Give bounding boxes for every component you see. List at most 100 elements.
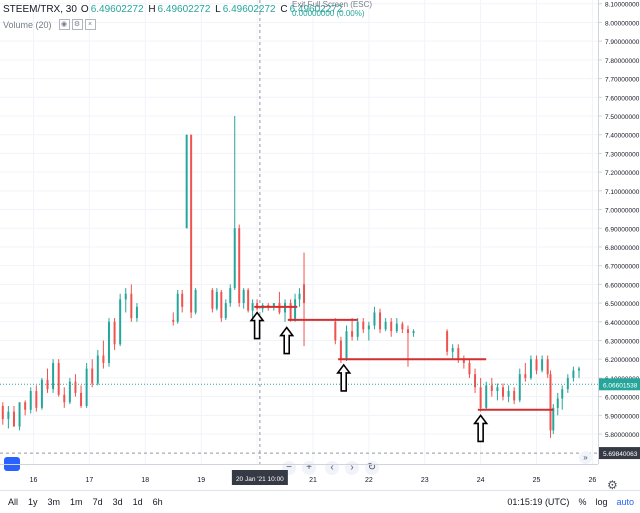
candle (356, 318, 359, 341)
time-tick-label: 18 (141, 477, 149, 484)
candle (40, 377, 43, 410)
candle (130, 284, 133, 322)
candle-body (485, 385, 488, 408)
candle-body (401, 323, 404, 330)
candle-body (351, 331, 354, 337)
date-ranges: All 1y 3m 1m 7d 3d 1d 6h (8, 497, 163, 507)
candle-body (367, 325, 370, 330)
candle-body (552, 407, 555, 431)
candle-body (29, 391, 32, 410)
candle (390, 318, 393, 337)
price-tick-label: 8.10000000 (605, 2, 640, 9)
price-tick-label: 7.80000000 (605, 58, 640, 65)
price-tick-label: 7.50000000 (605, 114, 640, 121)
candle (561, 385, 564, 410)
candle-body (490, 385, 493, 392)
candle-body (561, 389, 564, 399)
scroll-to-realtime-button[interactable]: » (579, 451, 592, 464)
range-1m[interactable]: 1m (70, 497, 83, 507)
range-3m[interactable]: 3m (47, 497, 61, 507)
up-arrow-icon (473, 414, 489, 443)
crosshair-price-tag: 5.69840063 (603, 451, 638, 458)
candle (278, 291, 281, 315)
candle (462, 355, 465, 369)
time-tick-label: 16 (30, 477, 38, 484)
candle-body (356, 321, 359, 337)
candle (566, 374, 569, 393)
percent-toggle[interactable]: % (578, 497, 587, 507)
range-7d[interactable]: 7d (92, 497, 103, 507)
open-value: 6.49602272 (90, 4, 144, 15)
candle-body (107, 321, 110, 363)
candle (289, 299, 292, 322)
candle (572, 366, 575, 382)
candle (384, 318, 387, 332)
settings-icon[interactable]: ⚙ (71, 19, 83, 30)
candle-body (457, 348, 460, 360)
price-tick-label: 8.00000000 (605, 20, 640, 27)
chart-settings-icon[interactable]: ⚙ (607, 478, 618, 492)
candle-body (549, 374, 552, 431)
price-tick-label: 7.10000000 (605, 189, 640, 196)
candle-body (40, 379, 43, 408)
candle (395, 318, 398, 334)
candle-body (384, 321, 387, 330)
candle-body (247, 290, 250, 311)
volume-legend: Volume (20) ◉ ⚙ × (3, 19, 96, 30)
range-1d[interactable]: 1d (132, 497, 143, 507)
low-label: L (215, 4, 221, 15)
candle-body (181, 293, 184, 307)
candle (247, 288, 250, 313)
log-toggle[interactable]: log (595, 497, 608, 507)
candle (412, 329, 415, 337)
candle (107, 318, 110, 367)
price-axis-ticks: 5.800000005.900000006.000000006.10000000… (599, 2, 640, 460)
exit-full-screen[interactable]: Exit Full Screen (ESC) 0.00000000 (0.00%… (292, 0, 373, 18)
candle-body (74, 381, 77, 393)
price-tick-label: 6.40000000 (605, 320, 640, 327)
auto-toggle[interactable]: auto (616, 497, 634, 507)
candle-body (507, 391, 510, 397)
candle (334, 318, 337, 345)
visibility-icon[interactable]: ◉ (58, 19, 70, 30)
time-axis[interactable]: 161718192021222324252620 Jan '21 10:00 » (0, 451, 598, 491)
candle (379, 308, 382, 334)
price-tick-label: 6.20000000 (605, 357, 640, 364)
candle (181, 290, 184, 313)
candle-body (135, 306, 138, 319)
candle-body (390, 321, 393, 332)
candle-body (24, 402, 27, 410)
candle-body (412, 331, 415, 334)
price-tick-label: 7.00000000 (605, 208, 640, 215)
crosshair-time-tag-bg (231, 470, 288, 485)
price-axis[interactable]: 5.800000005.900000006.000000006.10000000… (598, 0, 640, 464)
candle-body (233, 228, 236, 289)
candle-body (229, 288, 232, 304)
candle (68, 377, 71, 405)
candle-body (35, 391, 38, 408)
time-tick-label: 19 (197, 477, 205, 484)
range-6h[interactable]: 6h (152, 497, 163, 507)
price-chart[interactable] (0, 0, 598, 464)
candle (57, 359, 60, 397)
candle (172, 312, 175, 326)
candle (63, 387, 66, 408)
candle (185, 134, 188, 229)
range-1y[interactable]: 1y (28, 497, 38, 507)
candle-body (251, 303, 254, 311)
candle (96, 349, 99, 386)
candle-body (91, 368, 94, 384)
range-3d[interactable]: 3d (112, 497, 123, 507)
candle (74, 374, 77, 397)
candle-body (176, 293, 179, 322)
candle (242, 288, 245, 309)
candle (406, 325, 409, 367)
candle (238, 224, 241, 307)
candle-body (566, 377, 569, 390)
close-icon[interactable]: × (84, 19, 96, 30)
price-tick-label: 7.70000000 (605, 77, 640, 84)
range-All[interactable]: All (8, 497, 19, 507)
exit-full-screen-label[interactable]: Exit Full Screen (ESC) (292, 0, 373, 9)
low-value: 6.49602272 (222, 4, 276, 15)
